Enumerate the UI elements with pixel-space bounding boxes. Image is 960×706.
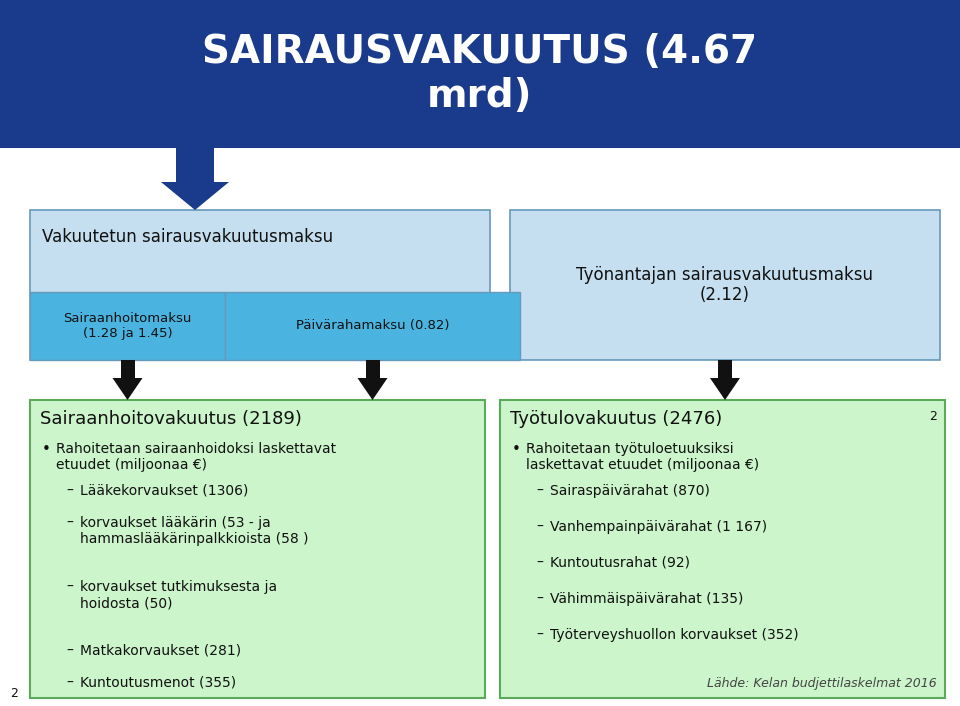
FancyBboxPatch shape [30, 292, 225, 360]
Text: Työnantajan sairausvakuutusmaksu
(2.12): Työnantajan sairausvakuutusmaksu (2.12) [577, 265, 874, 304]
Text: –: – [66, 516, 73, 530]
Text: –: – [536, 484, 542, 498]
Polygon shape [112, 378, 142, 400]
FancyBboxPatch shape [500, 400, 945, 698]
Text: Työtulovakuutus (2476): Työtulovakuutus (2476) [510, 410, 722, 428]
Text: –: – [536, 592, 542, 606]
FancyBboxPatch shape [121, 360, 134, 378]
Polygon shape [357, 378, 388, 400]
Text: 2: 2 [10, 687, 18, 700]
FancyBboxPatch shape [0, 0, 960, 148]
Text: –: – [536, 628, 542, 642]
Text: Rahoitetaan sairaanhoidoksi laskettavat
etuudet (miljoonaa €): Rahoitetaan sairaanhoidoksi laskettavat … [56, 442, 336, 472]
Text: Sairaanhoitomaksu
(1.28 ja 1.45): Sairaanhoitomaksu (1.28 ja 1.45) [63, 312, 192, 340]
Text: Vakuutetun sairausvakuutusmaksu: Vakuutetun sairausvakuutusmaksu [42, 228, 333, 246]
FancyBboxPatch shape [30, 400, 485, 698]
Text: Kuntoutusmenot (355): Kuntoutusmenot (355) [80, 676, 236, 690]
Text: –: – [66, 484, 73, 498]
Text: –: – [66, 580, 73, 594]
Text: Työterveyshuollon korvaukset (352): Työterveyshuollon korvaukset (352) [550, 628, 799, 642]
Text: korvaukset lääkärin (53 - ja
hammaslääkärinpalkkioista (58 ): korvaukset lääkärin (53 - ja hammaslääkä… [80, 516, 308, 546]
Text: Rahoitetaan työtuloetuuksiksi
laskettavat etuudet (miljoonaa €): Rahoitetaan työtuloetuuksiksi laskettava… [526, 442, 759, 472]
FancyBboxPatch shape [718, 360, 732, 378]
Text: Kuntoutusrahat (92): Kuntoutusrahat (92) [550, 556, 690, 570]
Text: SAIRAUSVAKUUTUS (4.67
mrd): SAIRAUSVAKUUTUS (4.67 mrd) [203, 33, 757, 115]
Text: Päivärahamaksu (0.82): Päivärahamaksu (0.82) [296, 320, 449, 333]
FancyBboxPatch shape [510, 210, 940, 360]
Text: Vanhempainpäivärahat (1 167): Vanhempainpäivärahat (1 167) [550, 520, 767, 534]
Text: Vähimmäispäivärahat (135): Vähimmäispäivärahat (135) [550, 592, 743, 606]
Text: –: – [536, 520, 542, 534]
Text: 2: 2 [929, 410, 937, 423]
Text: Lähde: Kelan budjettilaskelmat 2016: Lähde: Kelan budjettilaskelmat 2016 [708, 677, 937, 690]
Text: Sairaspäivärahat (870): Sairaspäivärahat (870) [550, 484, 709, 498]
Polygon shape [710, 378, 740, 400]
Polygon shape [161, 148, 229, 210]
Text: Sairaanhoitovakuutus (2189): Sairaanhoitovakuutus (2189) [40, 410, 301, 428]
FancyBboxPatch shape [225, 292, 520, 360]
Text: –: – [66, 676, 73, 690]
Text: –: – [536, 556, 542, 570]
Text: Lääkekorvaukset (1306): Lääkekorvaukset (1306) [80, 484, 249, 498]
Text: •: • [42, 442, 51, 457]
FancyBboxPatch shape [30, 210, 490, 360]
Text: –: – [66, 644, 73, 658]
Text: Matkakorvaukset (281): Matkakorvaukset (281) [80, 644, 241, 658]
Text: korvaukset tutkimuksesta ja
hoidosta (50): korvaukset tutkimuksesta ja hoidosta (50… [80, 580, 277, 610]
FancyBboxPatch shape [366, 360, 379, 378]
Text: •: • [512, 442, 521, 457]
